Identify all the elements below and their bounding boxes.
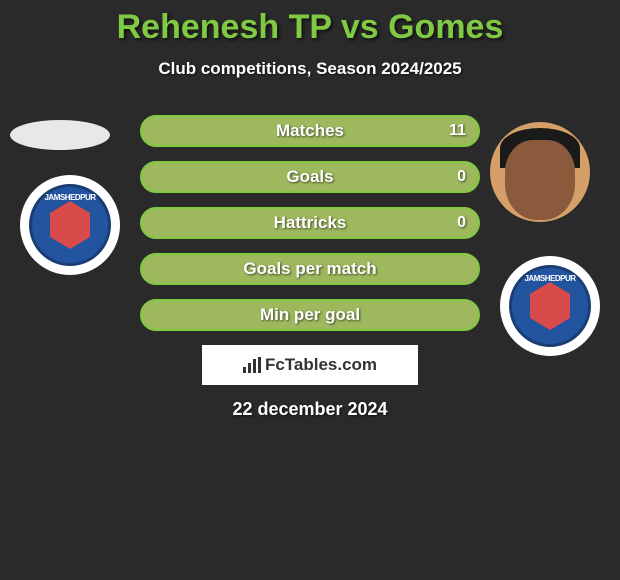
stat-value-right: 11 [449,122,466,140]
stat-value-right: 0 [457,168,466,186]
stat-row-goals: Goals 0 [140,161,480,193]
stat-row-matches: Matches 11 [140,115,480,147]
stat-label: Min per goal [260,305,360,325]
footer-brand-text: FcTables.com [265,355,377,375]
stat-row-min-per-goal: Min per goal [140,299,480,331]
stat-row-goals-per-match: Goals per match [140,253,480,285]
page-subtitle: Club competitions, Season 2024/2025 [0,59,620,79]
page-title: Rehenesh TP vs Gomes [0,0,620,47]
bars-icon [243,357,261,373]
date-text: 22 december 2024 [0,399,620,420]
stat-row-hattricks: Hattricks 0 [140,207,480,239]
stat-label: Goals per match [243,259,376,279]
stat-label: Hattricks [274,213,347,233]
stat-label: Matches [276,121,344,141]
stat-label: Goals [286,167,333,187]
stat-value-right: 0 [457,214,466,232]
stats-area: Matches 11 Goals 0 Hattricks 0 Goals per… [0,115,620,331]
footer-attribution: FcTables.com [202,345,418,385]
footer-logo: FcTables.com [243,355,377,375]
